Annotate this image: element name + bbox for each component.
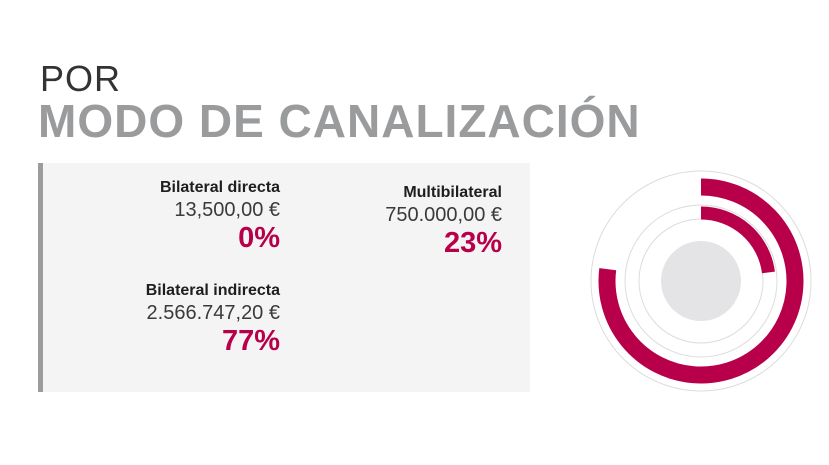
- ring-chart: [590, 170, 812, 392]
- entry-percent: 77%: [221, 325, 280, 357]
- entry-amount: 13,500,00 €: [174, 199, 280, 221]
- ring-segment-bilateral-indirecta: [598, 178, 804, 384]
- entry-bilateral-indirecta: Bilateral indirecta 2.566.747,20 € 77%: [146, 281, 280, 357]
- page-title: MODO DE CANALIZACIÓN: [38, 95, 641, 147]
- entry-percent: 23%: [443, 227, 502, 259]
- ring-segment-multibilateral: [700, 206, 775, 274]
- entry-bilateral-directa: Bilateral directa 13,500,00 € 0%: [160, 178, 280, 254]
- breakdown-panel: Bilateral directa 13,500,00 € 0% Multibi…: [38, 163, 530, 392]
- ring-track-middle: [624, 204, 778, 358]
- entry-label: Bilateral directa: [159, 179, 280, 196]
- entry-label: Bilateral indirecta: [145, 282, 280, 299]
- title-line-1: POR: [40, 58, 122, 99]
- entry-label: Multibilateral: [403, 184, 502, 201]
- entry-multibilateral: Multibilateral 750.000,00 € 23%: [385, 183, 502, 259]
- entry-amount: 750.000,00 €: [385, 204, 502, 226]
- panel-accent-bar: [38, 163, 43, 392]
- entry-percent: 0%: [238, 222, 280, 254]
- ring-track-outer: [590, 170, 812, 392]
- ring-center: [661, 241, 741, 321]
- entry-amount: 2.566.747,20 €: [146, 302, 280, 324]
